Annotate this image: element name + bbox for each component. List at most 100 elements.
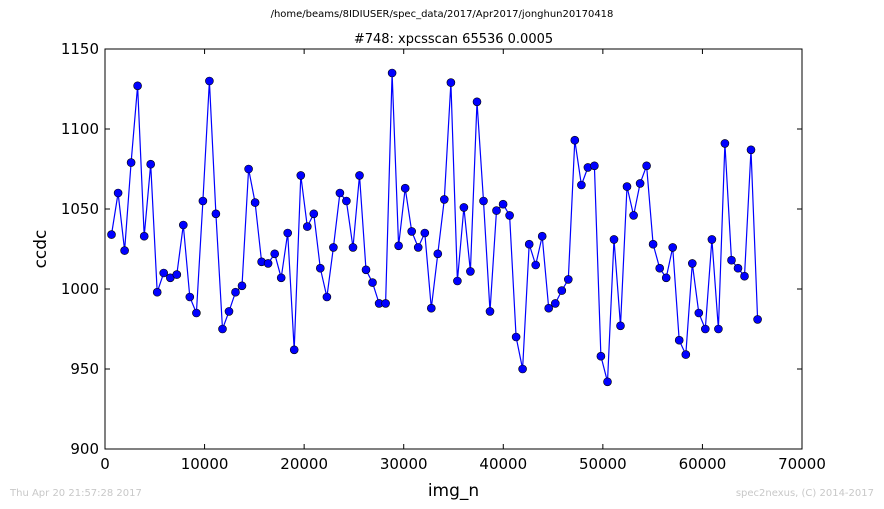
data-point (707, 235, 717, 244)
data-point (524, 239, 534, 249)
data-point (133, 81, 142, 91)
data-point (113, 188, 123, 198)
data-point (720, 139, 730, 148)
timestamp-footer: Thu Apr 20 21:57:28 2017 (10, 488, 142, 499)
data-point (511, 332, 521, 342)
data-point (270, 249, 280, 259)
data-point (244, 164, 253, 174)
data-point (570, 135, 580, 145)
data-point (550, 299, 560, 308)
data-point (727, 255, 736, 265)
data-point (753, 315, 762, 324)
data-point (557, 286, 567, 295)
data-point (120, 246, 129, 255)
data-point (289, 345, 299, 355)
data-point (518, 364, 527, 374)
data-point (205, 76, 214, 86)
credit-footer: spec2nexus, (C) 2014-2017 (735, 488, 874, 499)
data-point (505, 211, 514, 220)
data-point (426, 303, 436, 313)
data-point (276, 273, 286, 283)
data-point (296, 171, 306, 180)
data-point (635, 179, 645, 188)
series-line (110, 72, 759, 382)
data-point (655, 263, 665, 273)
data-point (537, 231, 547, 241)
data-point (609, 235, 619, 244)
y-tick-label: 1150 (61, 40, 99, 58)
y-tick-label: 1050 (61, 200, 99, 218)
data-point (315, 263, 325, 273)
data-point (413, 243, 423, 252)
data-point (622, 182, 632, 191)
data-point (407, 227, 417, 236)
data-point (661, 273, 671, 283)
y-tick-label: 1100 (61, 120, 99, 138)
data-point (596, 351, 606, 361)
y-tick-label: 900 (70, 440, 99, 458)
data-point (263, 259, 273, 268)
data-point (439, 195, 449, 204)
x-tick-label: 40000 (479, 455, 527, 473)
data-point (466, 267, 475, 276)
data-point (603, 377, 612, 387)
data-point (355, 171, 364, 180)
data-point (237, 281, 247, 291)
data-point (126, 158, 136, 167)
data-point (642, 161, 651, 171)
data-point (433, 249, 443, 259)
data-point (498, 199, 508, 209)
data-point (674, 335, 684, 345)
data-point (224, 307, 234, 316)
data-point (400, 183, 410, 193)
data-point (459, 203, 469, 212)
data-point (453, 276, 462, 286)
x-tick-label: 10000 (181, 455, 229, 473)
x-tick-label: 20000 (280, 455, 328, 473)
plot-frame (104, 48, 803, 450)
data-point (616, 321, 625, 331)
figure-suptitle: /home/beams/8IDIUSER/spec_data/2017/Apr2… (270, 9, 614, 20)
data-point (309, 209, 319, 219)
x-axis-label: img_n (428, 481, 479, 501)
data-point (381, 299, 390, 308)
data-point (192, 308, 201, 318)
data-point (687, 259, 697, 268)
data-point (159, 268, 168, 278)
data-point (544, 303, 554, 313)
data-point (152, 287, 162, 297)
data-point (694, 308, 704, 318)
data-point (348, 243, 358, 252)
data-point (472, 97, 482, 107)
y-tick-label: 950 (70, 360, 99, 378)
chart-title: #748: xpcsscan 65536 0.0005 (354, 32, 553, 47)
data-point (668, 243, 678, 252)
data-point (322, 292, 332, 302)
data-point (218, 324, 227, 334)
data-point (179, 220, 188, 230)
data-point (629, 211, 638, 220)
data-point (577, 180, 586, 190)
data-point (283, 228, 293, 238)
data-point (107, 230, 116, 239)
data-point (446, 78, 456, 87)
x-tick-label: 50000 (579, 455, 627, 473)
y-axis-label: ccdc (31, 230, 51, 269)
data-point (342, 196, 351, 206)
data-point (590, 161, 599, 171)
data-point (746, 145, 756, 155)
x-tick-label: 30000 (380, 455, 428, 473)
data-point (146, 159, 155, 169)
data-point (531, 260, 541, 270)
data-point (361, 265, 371, 275)
x-tick-label: 70000 (778, 455, 826, 473)
data-point (733, 263, 743, 273)
data-point (329, 243, 338, 252)
data-point (211, 209, 221, 219)
data-point (302, 222, 312, 231)
data-point (485, 307, 495, 316)
data-point (198, 196, 208, 206)
data-point (335, 188, 345, 198)
data-point (172, 270, 182, 279)
